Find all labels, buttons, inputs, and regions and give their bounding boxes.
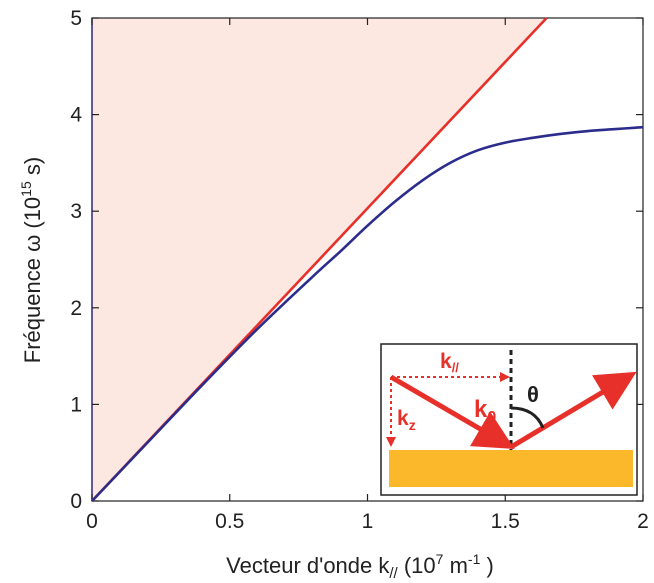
- y-tick-label: 2: [70, 297, 82, 320]
- dispersion-curve: [91, 125, 644, 502]
- theta-label: θ: [527, 382, 539, 407]
- k-parallel-label: k//: [440, 350, 459, 375]
- x-tick-label: 0: [86, 510, 98, 533]
- inset-schematic: k// kz k0 θ: [380, 343, 638, 496]
- x-tick-label: 1: [362, 510, 374, 533]
- y-tick-label: 3: [70, 200, 82, 223]
- y-tick-label: 4: [70, 104, 82, 127]
- theta-angle-arc: [510, 406, 545, 429]
- y-axis-label: Fréquence ω (1015 s): [18, 157, 45, 363]
- y-tick-label: 5: [70, 7, 82, 30]
- y-tick-label: 0: [70, 490, 82, 513]
- reflected-wave-arrow: [509, 371, 637, 450]
- k-0-label: k0: [474, 396, 496, 426]
- incident-wave-arrow: [389, 374, 515, 450]
- x-tick-label: 0.5: [215, 510, 244, 533]
- metal-surface: [389, 450, 633, 487]
- series-group: [91, 17, 644, 502]
- x-tick-label: 2: [637, 510, 649, 533]
- k-z-label: kz: [397, 407, 416, 433]
- y-tick-label: 1: [70, 393, 82, 416]
- x-axis-label: Vecteur d'onde k// (107 m-1 ): [226, 551, 494, 582]
- y-axis-ticks: 0 1 2 3 4 5: [70, 7, 643, 513]
- x-tick-label: 1.5: [491, 510, 520, 533]
